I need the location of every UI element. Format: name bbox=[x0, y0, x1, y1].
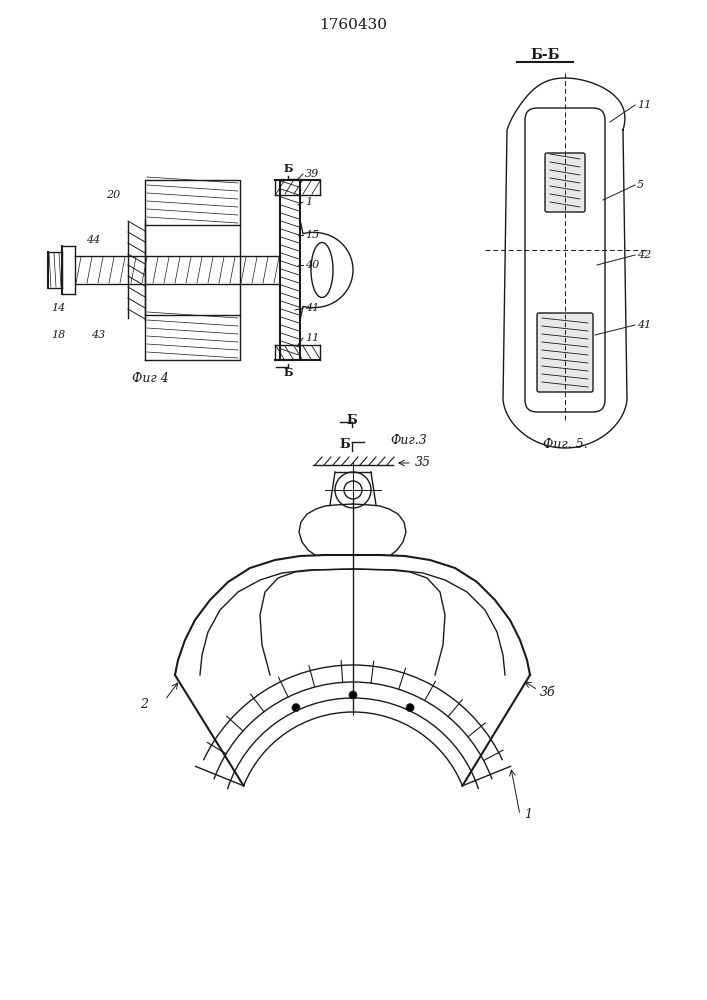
Circle shape bbox=[406, 704, 414, 712]
Text: 18: 18 bbox=[51, 330, 65, 340]
Text: 1760430: 1760430 bbox=[319, 18, 387, 32]
Text: 20: 20 bbox=[106, 190, 120, 200]
Text: Фиг 4: Фиг 4 bbox=[132, 371, 168, 384]
Text: 2: 2 bbox=[140, 698, 148, 712]
Text: 11: 11 bbox=[637, 100, 651, 110]
FancyBboxPatch shape bbox=[545, 153, 585, 212]
Text: 43: 43 bbox=[90, 330, 105, 340]
Text: 41: 41 bbox=[637, 320, 651, 330]
Text: 3б: 3б bbox=[540, 686, 556, 698]
Text: Б: Б bbox=[339, 438, 351, 450]
Text: 1: 1 bbox=[524, 808, 532, 822]
Text: 15: 15 bbox=[305, 230, 320, 240]
Text: 39: 39 bbox=[305, 169, 320, 179]
Text: 44: 44 bbox=[86, 235, 100, 245]
FancyBboxPatch shape bbox=[537, 313, 593, 392]
Text: 14: 14 bbox=[51, 303, 65, 313]
Circle shape bbox=[292, 704, 300, 712]
Text: 11: 11 bbox=[305, 333, 320, 343]
Text: Фиг. 5.: Фиг. 5. bbox=[543, 438, 588, 452]
Text: 5: 5 bbox=[637, 180, 644, 190]
Text: 35: 35 bbox=[415, 456, 431, 470]
Text: Б: Б bbox=[346, 414, 357, 426]
Text: 42: 42 bbox=[637, 250, 651, 260]
Text: Фиг.3: Фиг.3 bbox=[390, 434, 427, 446]
Text: Б: Б bbox=[284, 162, 293, 174]
Text: 41: 41 bbox=[305, 303, 320, 313]
Text: Б: Б bbox=[284, 367, 293, 378]
Circle shape bbox=[349, 691, 357, 699]
Text: Б-Б: Б-Б bbox=[530, 48, 560, 62]
Text: 40: 40 bbox=[305, 260, 320, 270]
Text: 1: 1 bbox=[305, 197, 312, 207]
